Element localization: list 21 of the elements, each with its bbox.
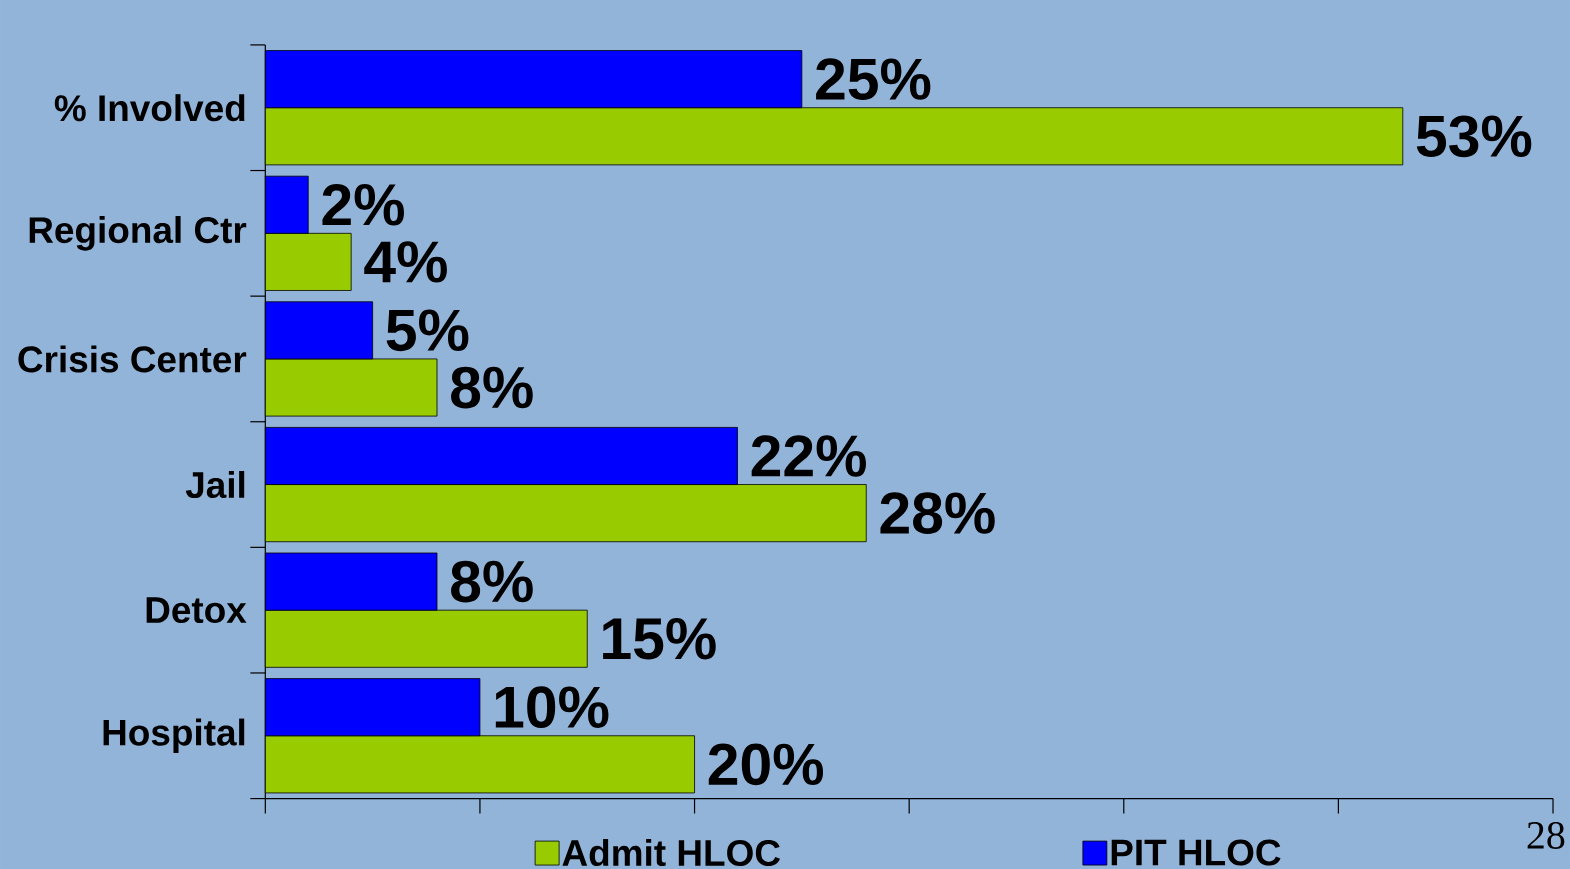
legend-label: PIT HLOC xyxy=(1111,839,1281,866)
data-label: 22% xyxy=(751,434,866,477)
data-label: 28% xyxy=(880,492,995,534)
data-label: 4% xyxy=(364,240,447,283)
data-label: 10% xyxy=(495,686,609,728)
y-tick-label: Regional Ctr xyxy=(29,215,247,251)
data-label: 8% xyxy=(451,366,533,409)
legend-label: Admit HLOC xyxy=(562,838,780,866)
data-label: 25% xyxy=(816,58,931,100)
text: 28 xyxy=(1527,821,1565,849)
y-tick-label: Hospital xyxy=(103,718,245,753)
data-label: 53% xyxy=(1416,115,1532,157)
data-label: 20% xyxy=(708,743,824,785)
data-label: 8% xyxy=(451,560,533,603)
y-tick-label: Detox xyxy=(146,597,247,623)
data-label: 15% xyxy=(603,617,716,660)
y-tick-label: Jail xyxy=(185,470,245,498)
y-tick-label: Crisis Center xyxy=(18,345,247,373)
data-label: 2% xyxy=(322,183,404,226)
y-tick-label: % Involved xyxy=(54,93,245,122)
data-label: 5% xyxy=(386,309,469,351)
